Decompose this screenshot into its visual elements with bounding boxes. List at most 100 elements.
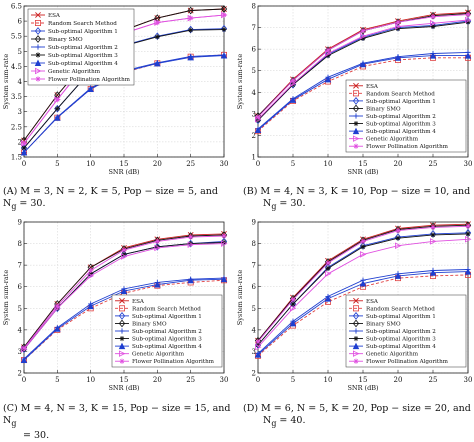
y-tick-label: 6 <box>18 283 23 291</box>
data-point <box>254 126 262 134</box>
x-tick-label: 30 <box>220 160 229 168</box>
y-tick-label: 5 <box>18 48 22 56</box>
data-point <box>430 232 436 238</box>
data-point <box>254 351 262 358</box>
y-tick-label: 5.5 <box>11 33 22 41</box>
x-tick-label: 30 <box>464 160 473 168</box>
legend-label: Binary SMO <box>132 321 167 327</box>
legend-marker <box>35 76 41 82</box>
caption-b-text: (B) M = 4, N = 3, K = 10, Pop − size = 1… <box>243 186 471 197</box>
legend-box <box>111 294 223 368</box>
caption-a-text: (A) M = 3, N = 2, K = 5, Pop − size = 5,… <box>3 186 218 209</box>
data-point <box>21 345 27 351</box>
legend-label: ESA <box>132 299 145 305</box>
x-tick-label: 0 <box>22 160 26 168</box>
legend-marker <box>119 305 126 312</box>
x-tick-label: 20 <box>394 160 403 168</box>
legend-marker <box>352 319 360 328</box>
data-point <box>324 295 332 302</box>
x-axis-label: SNR (dB) <box>347 168 379 176</box>
data-point <box>325 270 332 278</box>
data-point <box>360 244 366 250</box>
legend-marker <box>353 120 359 127</box>
data-point <box>360 238 366 245</box>
x-tick-label: 10 <box>324 160 333 168</box>
caption-d-text: (D) M = 6, N = 5, K = 20, Pop − size = 2… <box>243 403 471 414</box>
legend-label: Sub-optimal Algorithm 4 <box>366 344 436 350</box>
data-point <box>325 265 331 271</box>
legend-label: Sub-optimal Algorithm 2 <box>366 329 436 335</box>
legend-label: Flower Pollination Algorithm <box>132 359 215 365</box>
legend-label: Sub-optimal Algorithm 1 <box>48 29 118 35</box>
data-point <box>120 287 128 295</box>
y-tick-label: 1.5 <box>11 154 22 162</box>
data-point <box>121 247 127 253</box>
x-axis-label: SNR (dB) <box>108 384 140 392</box>
legend-label: Sub-optimal Algorithm 2 <box>132 329 202 335</box>
data-point <box>395 235 401 241</box>
data-point <box>465 223 471 229</box>
x-tick-label: 10 <box>86 160 95 168</box>
data-point <box>188 234 194 240</box>
x-tick-label: 10 <box>324 376 333 384</box>
data-point <box>54 304 61 313</box>
data-point <box>187 241 195 248</box>
y-axis-label: System sum-rate <box>2 54 10 110</box>
caption-c: (C) M = 4, N = 3, K = 15, Pop − size = 1… <box>3 403 235 442</box>
caption-d-sub: g <box>271 418 277 428</box>
caption-d-n: N <box>263 415 272 426</box>
legend-label: Genetic Algorithm <box>132 352 185 358</box>
data-point <box>20 356 28 364</box>
data-point <box>465 231 471 237</box>
legend-label: Sub-optimal Algorithm 4 <box>48 61 118 67</box>
caption-b: (B) M = 4, N = 3, K = 10, Pop − size = 1… <box>243 186 471 213</box>
legend-marker <box>353 358 359 364</box>
y-tick-label: 3 <box>252 110 256 118</box>
data-point <box>221 12 227 18</box>
x-tick-label: 15 <box>120 160 129 168</box>
caption-b-sub: g <box>271 201 277 211</box>
legend-marker <box>35 67 42 75</box>
legend-label: Sub-optimal Algorithm 1 <box>132 314 202 320</box>
legend-marker <box>352 104 360 113</box>
data-point <box>54 104 61 113</box>
caption-b-n: N <box>263 198 272 209</box>
x-tick-label: 5 <box>55 376 59 384</box>
data-point <box>221 233 227 239</box>
y-tick-label: 3 <box>252 348 256 356</box>
data-point <box>121 253 128 260</box>
legend-label: Random Search Method <box>366 306 435 312</box>
legend-label: Random Search Method <box>132 306 201 312</box>
x-tick-label: 10 <box>86 376 95 384</box>
legend-marker <box>352 342 360 350</box>
y-tick-label: 6.5 <box>11 3 22 11</box>
x-tick-label: 25 <box>186 376 195 384</box>
legend-label: Random Search Method <box>48 21 117 27</box>
data-point <box>465 16 472 24</box>
data-point <box>221 26 227 33</box>
y-axis-label: System sum-rate <box>2 270 10 326</box>
data-point <box>430 224 436 230</box>
data-point <box>395 23 402 30</box>
data-point <box>290 77 296 84</box>
data-point <box>430 14 436 20</box>
y-tick-label: 2 <box>18 138 22 146</box>
legend-label: Random Search Method <box>366 91 435 97</box>
legend-label: Sub-optimal Algorithm 1 <box>366 99 436 105</box>
legend-label: Binary SMO <box>366 321 401 327</box>
data-point <box>87 85 94 93</box>
legend-marker <box>119 335 125 342</box>
y-tick-label: 2 <box>252 132 256 140</box>
data-point <box>324 75 332 83</box>
x-tick-label: 0 <box>256 160 260 168</box>
data-point <box>255 342 261 348</box>
data-point <box>154 244 161 252</box>
data-point <box>54 325 61 332</box>
data-point <box>465 19 471 25</box>
x-tick-label: 15 <box>359 376 368 384</box>
data-point <box>54 114 61 121</box>
data-point <box>188 15 194 21</box>
